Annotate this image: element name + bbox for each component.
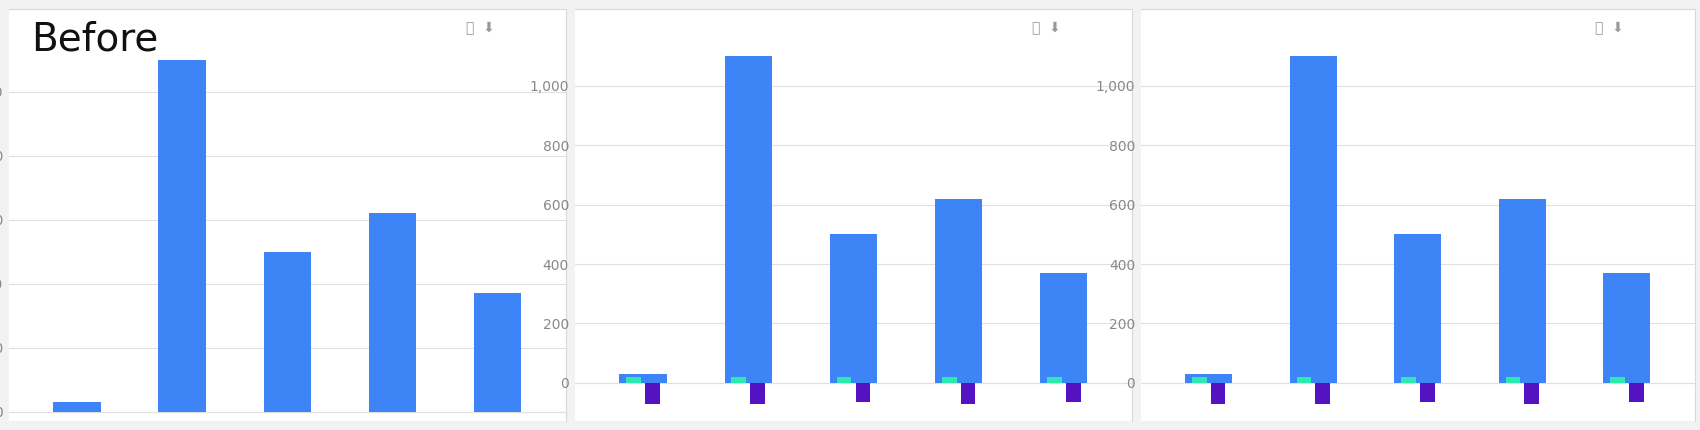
Bar (1610, 378, 1625, 383)
Bar (619, 374, 666, 383)
Text: 📌  ⬇: 📌 ⬇ (466, 21, 495, 35)
Bar (1401, 378, 1416, 383)
Bar (731, 378, 746, 383)
Bar (1297, 378, 1311, 383)
Bar (724, 56, 772, 383)
Bar (474, 293, 522, 412)
Bar (935, 199, 983, 383)
Bar (1047, 378, 1062, 383)
Bar (1066, 383, 1081, 402)
Bar (158, 60, 206, 412)
Bar (1499, 199, 1545, 383)
Text: Before: Before (31, 21, 158, 59)
Bar (830, 234, 877, 383)
Bar (1394, 234, 1442, 383)
Bar (960, 383, 976, 404)
Bar (750, 383, 765, 404)
Bar (626, 378, 641, 383)
Bar (942, 378, 957, 383)
Bar (1506, 378, 1520, 383)
Bar (264, 252, 311, 412)
Bar (53, 402, 100, 412)
Bar (1525, 383, 1538, 404)
Bar (1192, 378, 1207, 383)
Text: 📌  ⬇: 📌 ⬇ (1595, 21, 1624, 35)
Bar (836, 378, 852, 383)
Bar (1185, 374, 1232, 383)
Bar (1629, 383, 1644, 402)
Bar (1316, 383, 1329, 404)
Bar (644, 383, 660, 404)
Bar (1603, 273, 1651, 383)
Bar (1290, 56, 1336, 383)
Text: 📌  ⬇: 📌 ⬇ (1032, 21, 1061, 35)
Bar (1040, 273, 1088, 383)
Bar (369, 213, 416, 412)
Bar (855, 383, 870, 402)
Bar (1210, 383, 1226, 404)
Bar (1420, 383, 1435, 402)
